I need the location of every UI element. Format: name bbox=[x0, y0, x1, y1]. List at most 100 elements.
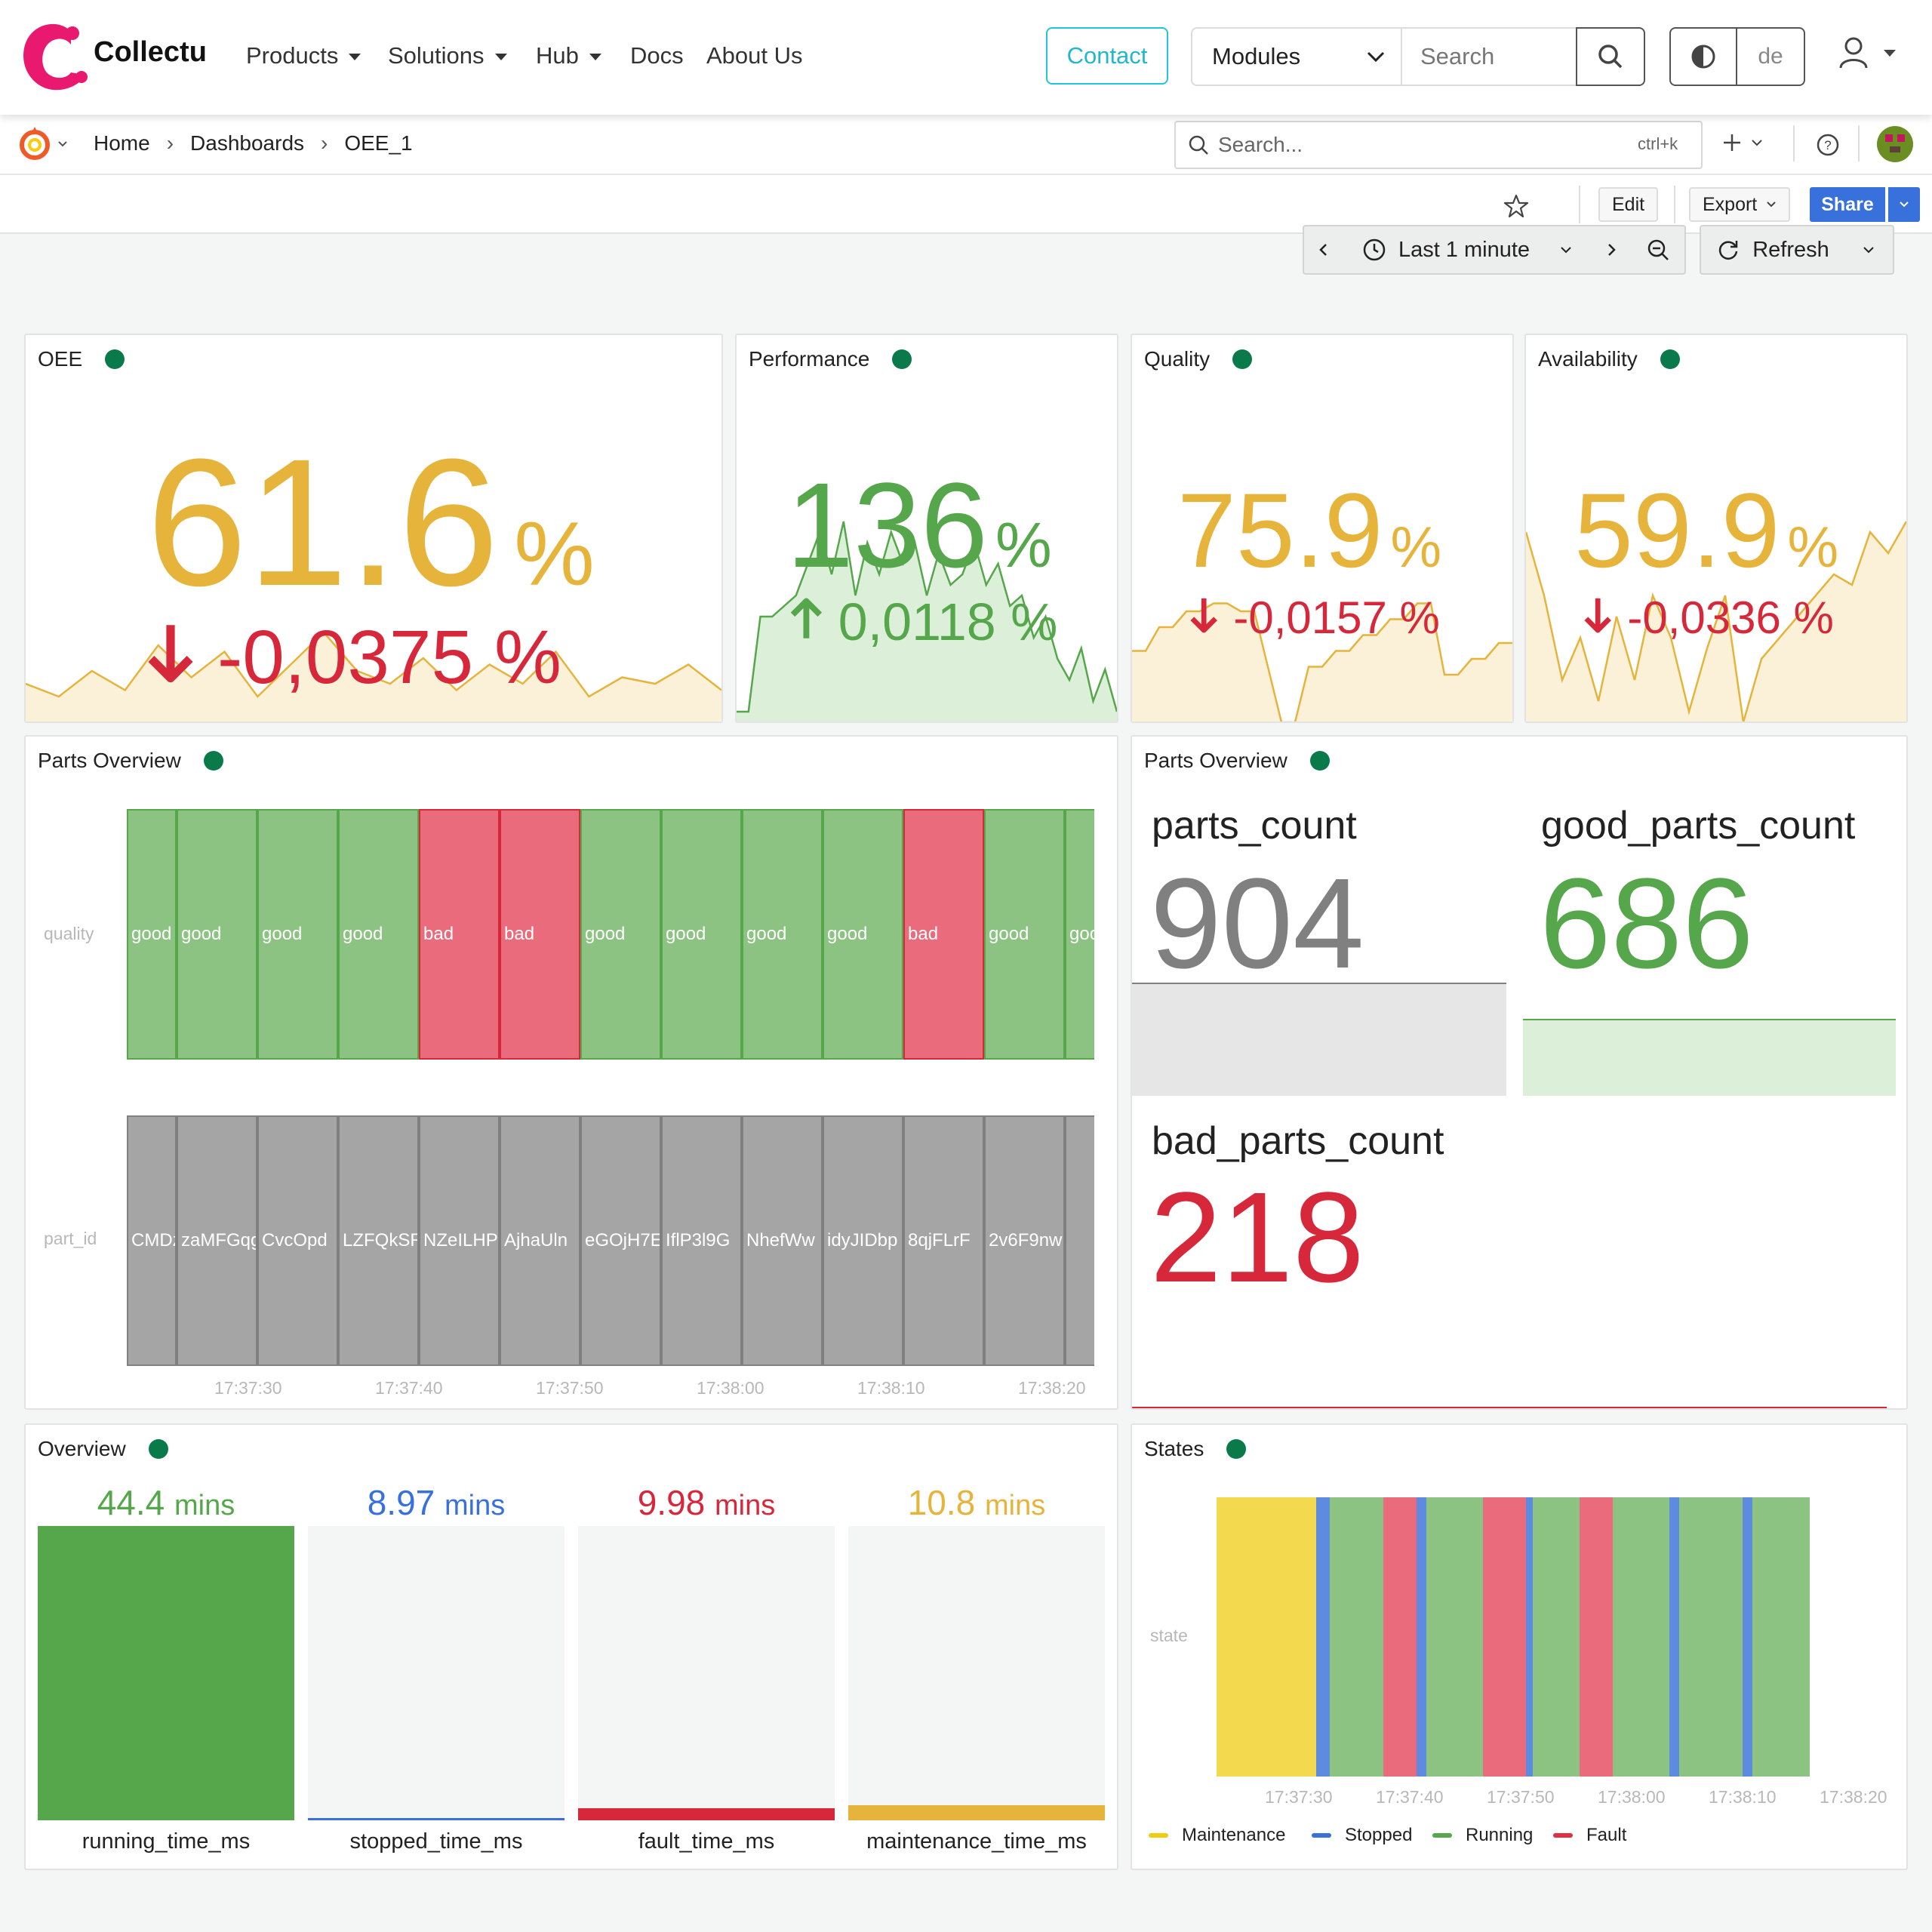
chevron-down-icon bbox=[1752, 140, 1762, 146]
bar-value-number: 44.4 bbox=[97, 1483, 165, 1522]
export-button[interactable]: Export bbox=[1689, 187, 1791, 222]
bar-label: maintenance_time_ms bbox=[866, 1829, 1087, 1854]
state-segment bbox=[1217, 1497, 1318, 1777]
add-new-button[interactable] bbox=[1721, 131, 1763, 154]
time-forward-button[interactable] bbox=[1591, 225, 1633, 275]
collectu-logo[interactable] bbox=[18, 18, 91, 94]
arrow-down-icon bbox=[1583, 592, 1612, 644]
site-search-input[interactable]: Search bbox=[1401, 27, 1577, 86]
stat-value: 59.9% bbox=[1574, 469, 1838, 592]
stat-value: 686 bbox=[1540, 852, 1754, 995]
state-segment bbox=[1742, 1497, 1753, 1777]
grafana-topbar bbox=[0, 115, 1932, 175]
grafana-logo-icon[interactable] bbox=[17, 125, 53, 163]
stat-value: 61.6% bbox=[146, 418, 595, 626]
stat-delta-text: -0,0375 % bbox=[217, 615, 561, 700]
part-id-row: CMDzzaMFGqgICvcOpdLZFQkSRBNZeILHPAjhaUln… bbox=[127, 1115, 1094, 1366]
breadcrumb-home[interactable]: Home bbox=[94, 131, 150, 155]
divider bbox=[1674, 186, 1675, 223]
bar-label: running_time_ms bbox=[82, 1829, 251, 1854]
breadcrumb-separator-icon: › bbox=[321, 131, 328, 155]
stat-label: bad_parts_count bbox=[1152, 1119, 1444, 1163]
bar-track bbox=[848, 1526, 1105, 1820]
breadcrumb-dashboards[interactable]: Dashboards bbox=[190, 131, 305, 155]
avatar[interactable] bbox=[1876, 125, 1914, 163]
share-button[interactable]: Share bbox=[1810, 187, 1885, 222]
panel-parts-counts[interactable]: Parts Overview parts_count 904 good_part… bbox=[1131, 735, 1908, 1410]
refresh-label: Refresh bbox=[1752, 237, 1829, 262]
panel-overview[interactable]: Overview 44.4 mins running_time_ms 8.97 mi… bbox=[24, 1423, 1118, 1870]
nav-hub[interactable]: Hub bbox=[536, 42, 601, 69]
row-label-quality: quality bbox=[44, 924, 94, 943]
stat-value: 218 bbox=[1150, 1166, 1364, 1309]
user-menu[interactable] bbox=[1838, 36, 1896, 69]
panel-title-text: Parts Overview bbox=[38, 749, 181, 772]
part-id-cell: 8qjFLrF bbox=[903, 1115, 984, 1366]
part-id-cell: idyJIDbp bbox=[823, 1115, 903, 1366]
refresh-button[interactable]: Refresh bbox=[1700, 225, 1846, 275]
bar-value: 9.98 mins bbox=[578, 1482, 835, 1523]
grafana-search-input[interactable]: Search... bbox=[1174, 121, 1703, 169]
panel-quality[interactable]: Quality 75.9% -0,0157 % bbox=[1131, 334, 1514, 723]
status-dot bbox=[203, 751, 223, 771]
breadcrumb: Home › Dashboards › OEE_1 bbox=[94, 131, 413, 155]
stat-label: good_parts_count bbox=[1541, 804, 1856, 848]
legend-item: Stopped bbox=[1312, 1825, 1412, 1846]
state-segment bbox=[1579, 1497, 1614, 1777]
bar-value-unit: mins bbox=[174, 1490, 235, 1521]
chevron-down-icon bbox=[1884, 49, 1896, 57]
theme-toggle-button[interactable] bbox=[1671, 29, 1737, 85]
brand-name[interactable]: Collectu bbox=[94, 36, 207, 68]
chevron-down-icon bbox=[1863, 247, 1874, 254]
chevron-down-icon[interactable] bbox=[57, 140, 68, 148]
nav-solutions[interactable]: Solutions bbox=[388, 42, 507, 69]
stat-delta: -0,0336 % bbox=[1583, 592, 1834, 644]
panel-oee[interactable]: OEE 61.6% -0,0375 % bbox=[24, 334, 723, 723]
status-dot bbox=[148, 1439, 168, 1459]
panel-availability[interactable]: Availability 59.9% -0,0336 % bbox=[1524, 334, 1908, 723]
breadcrumb-separator-icon: › bbox=[166, 131, 174, 155]
sparkline-area bbox=[26, 632, 721, 721]
stat-number: 61.6 bbox=[146, 421, 500, 623]
bar-fill bbox=[38, 1526, 294, 1820]
bar-label: stopped_time_ms bbox=[349, 1829, 523, 1854]
time-range-label: Last 1 minute bbox=[1398, 237, 1531, 262]
panel-states[interactable]: States state 17:37:30 17:37:40 17:37:50 17:… bbox=[1131, 1423, 1908, 1870]
search-icon bbox=[1598, 45, 1623, 69]
time-tick: 17:38:00 bbox=[697, 1378, 764, 1398]
bar-value-number: 10.8 bbox=[907, 1483, 976, 1522]
modules-select[interactable]: Modules bbox=[1191, 27, 1402, 86]
language-button[interactable]: de bbox=[1758, 44, 1783, 69]
refresh-interval-button[interactable] bbox=[1844, 225, 1894, 275]
share-menu-button[interactable] bbox=[1888, 187, 1920, 222]
time-back-button[interactable] bbox=[1303, 225, 1345, 275]
search-button[interactable] bbox=[1576, 27, 1645, 86]
legend-swatch bbox=[1149, 1833, 1168, 1838]
panel-title-text: States bbox=[1144, 1437, 1204, 1460]
row-label-part-id: part_id bbox=[44, 1229, 97, 1248]
time-tick: 17:37:30 bbox=[214, 1378, 282, 1398]
state-segment bbox=[1612, 1497, 1670, 1777]
quality-row: good good good good bad bad good good good good ba… bbox=[127, 809, 1094, 1060]
contact-button[interactable]: Contact bbox=[1046, 27, 1168, 85]
part-id-cell: AjhaUln bbox=[500, 1115, 580, 1366]
nav-docs[interactable]: Docs bbox=[630, 42, 684, 69]
time-range-picker[interactable]: Last 1 minute bbox=[1343, 225, 1592, 275]
zoom-out-button[interactable] bbox=[1632, 225, 1686, 275]
modules-value: Modules bbox=[1212, 43, 1301, 69]
panel-title: Parts Overview bbox=[38, 749, 223, 773]
arrow-down-icon bbox=[1189, 592, 1218, 644]
panel-performance[interactable]: Performance 136% 0,0118 % bbox=[735, 334, 1118, 723]
edit-button[interactable]: Edit bbox=[1598, 187, 1659, 222]
help-icon[interactable]: ? bbox=[1816, 133, 1840, 157]
nav-products[interactable]: Products bbox=[246, 42, 361, 69]
panel-parts-timeline[interactable]: Parts Overview quality part_id good good g… bbox=[24, 735, 1118, 1410]
arrow-down-icon bbox=[146, 614, 195, 701]
star-icon[interactable] bbox=[1503, 193, 1529, 219]
nav-about[interactable]: About Us bbox=[706, 42, 803, 69]
quality-cell: bad bbox=[419, 809, 500, 1060]
time-tick: 17:37:30 bbox=[1265, 1787, 1333, 1807]
panel-title: States bbox=[1144, 1437, 1247, 1461]
bar-fill bbox=[848, 1805, 1105, 1820]
quality-cell: good bbox=[257, 809, 338, 1060]
